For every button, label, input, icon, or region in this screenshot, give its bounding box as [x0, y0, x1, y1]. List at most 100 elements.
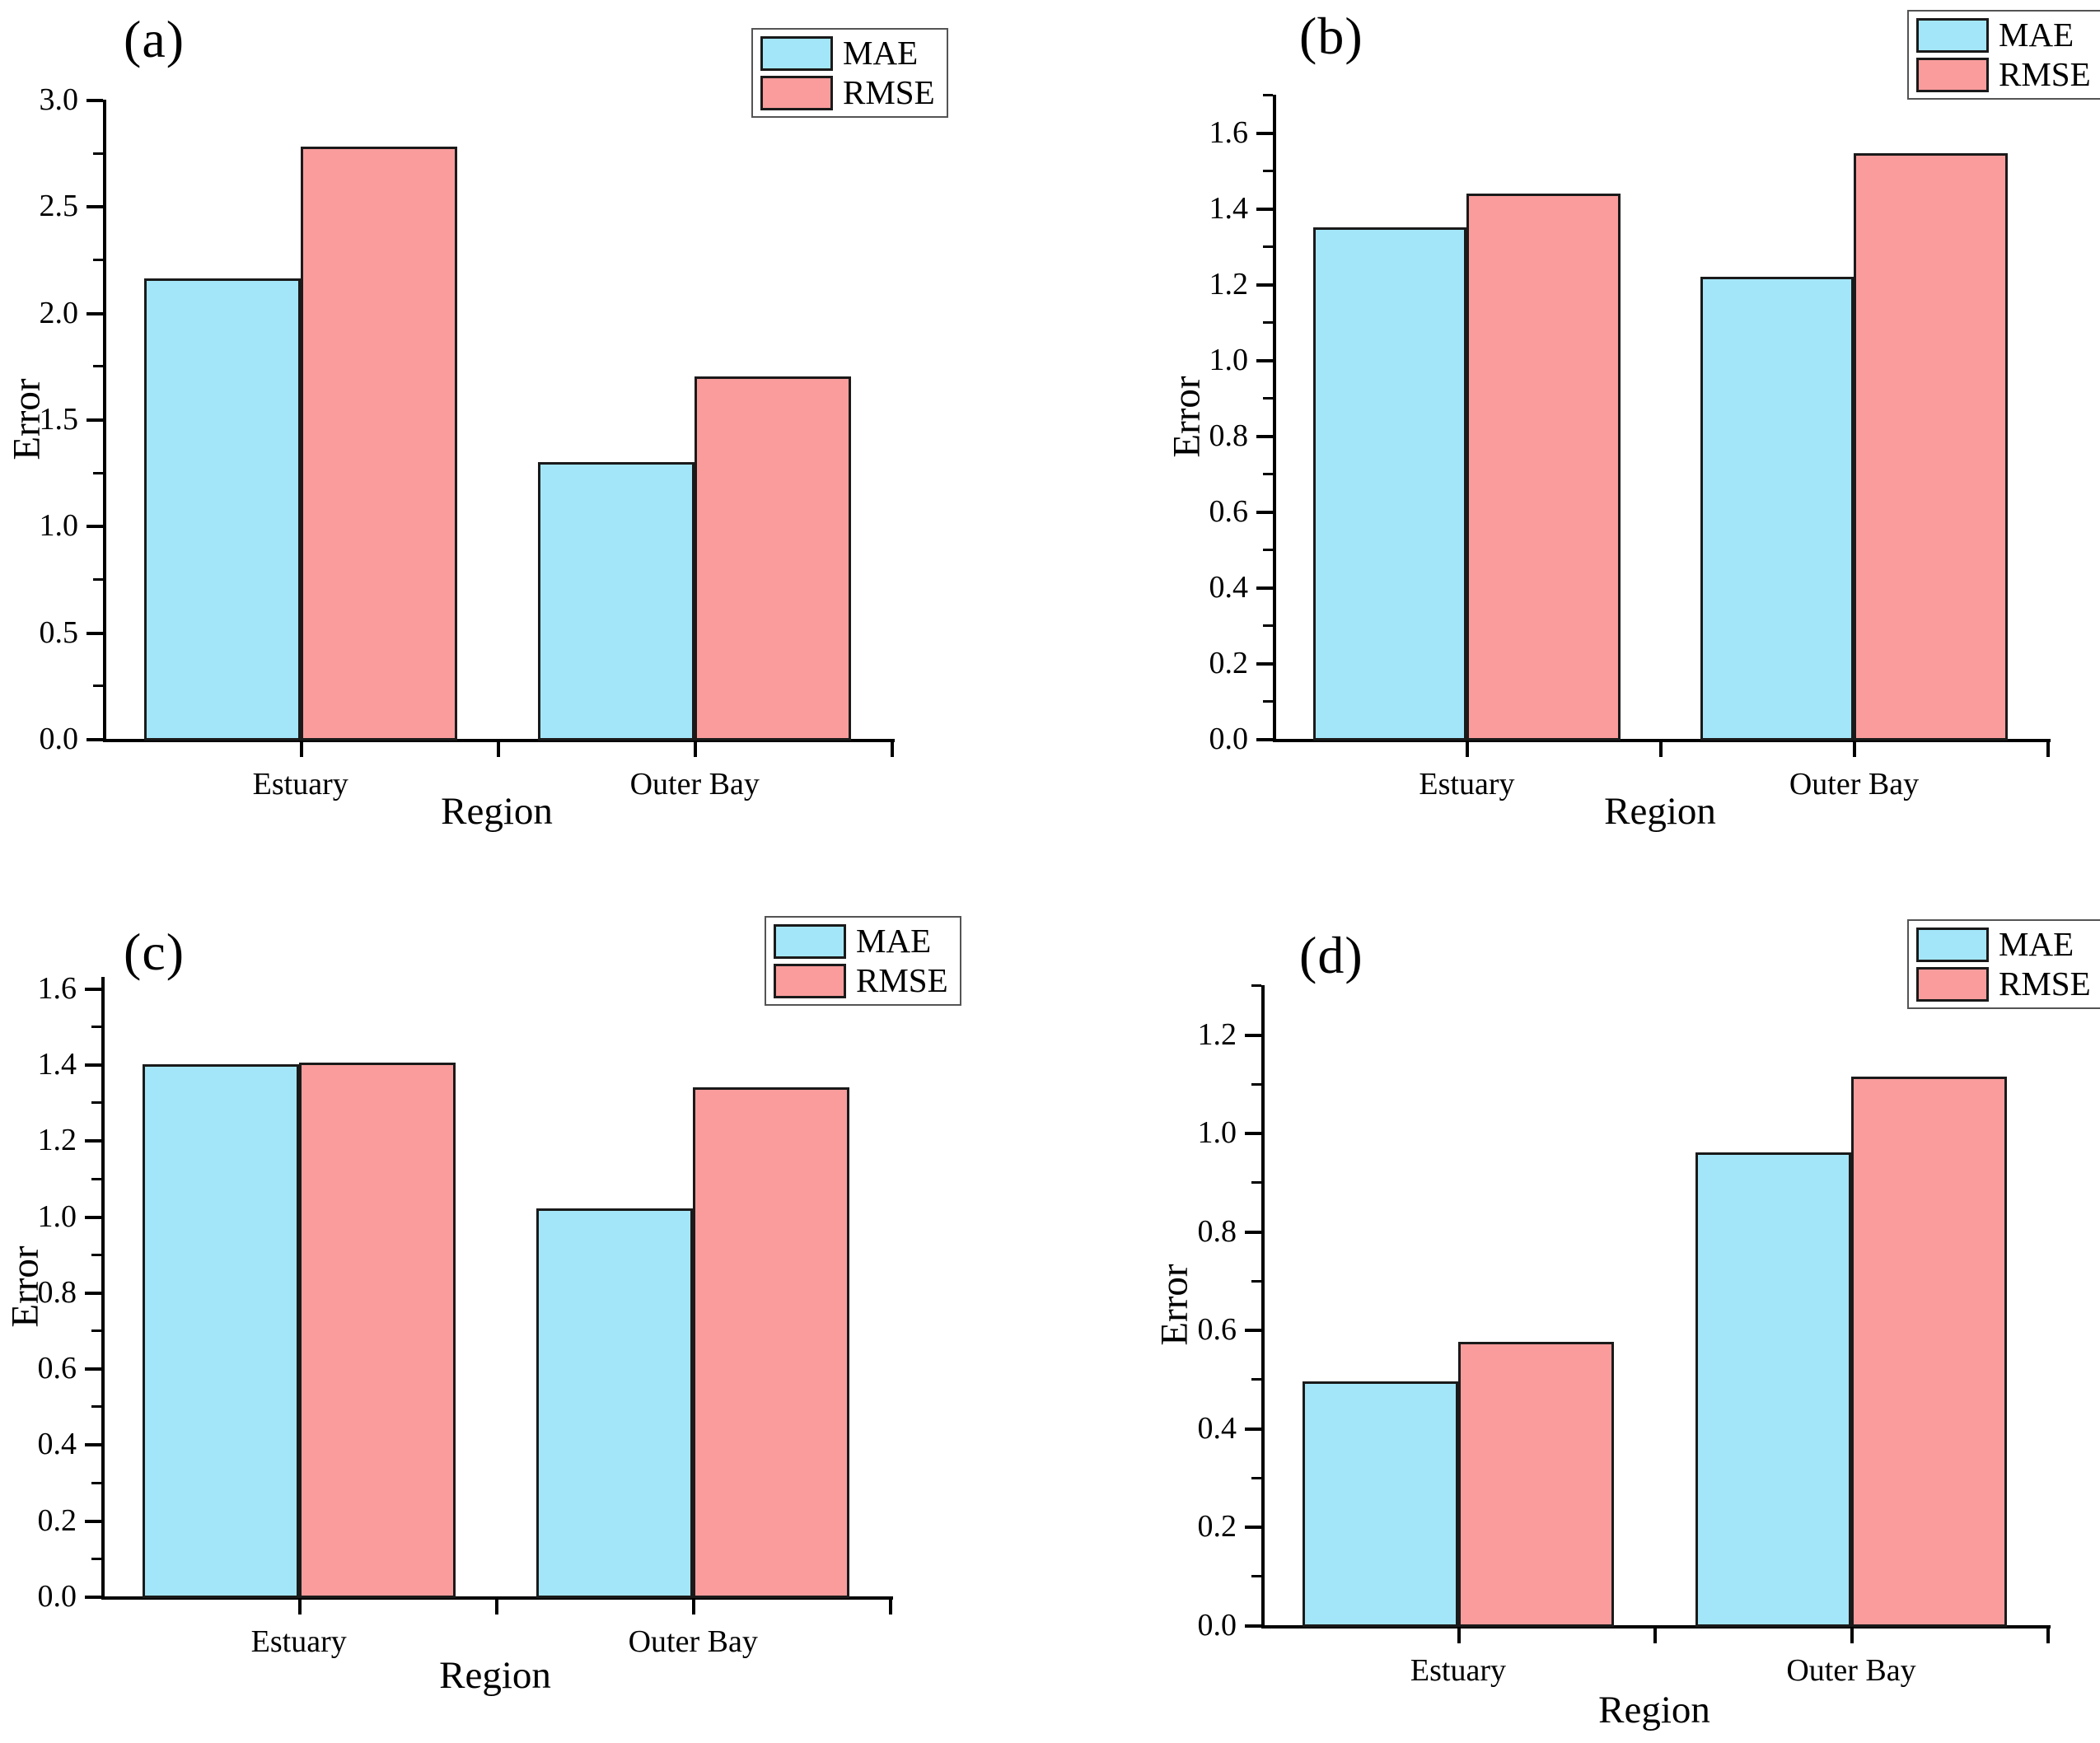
y-minor-tick: [1251, 1279, 1261, 1283]
y-minor-tick: [91, 1405, 101, 1409]
y-minor-tick: [1263, 700, 1273, 703]
y-minor-tick: [1251, 1476, 1261, 1479]
y-tick-label: 0.5: [39, 614, 79, 650]
plot-area-d: 0.0 0.2 0.4 0.6 0.8 1.0 1.2 Estuary Outer Bay: [1050, 872, 2100, 1743]
y-tick-label: 0.8: [1209, 418, 1249, 453]
bar-mae-outer-bay: [536, 1208, 694, 1598]
legend-row-mae: MAE: [760, 35, 935, 71]
y-major-tick: [85, 1215, 101, 1219]
x-axis-line: [1273, 739, 2051, 742]
bar-mae-outer-bay: [1700, 276, 1854, 741]
y-minor-tick: [91, 1253, 101, 1256]
legend-rmse-swatch: [1916, 57, 1989, 92]
y-minor-tick: [93, 685, 103, 688]
y-tick-label: 1.0: [1197, 1115, 1237, 1151]
y-tick-label: 0.4: [1209, 570, 1249, 605]
y-major-tick: [1256, 359, 1273, 362]
y-tick-label: 0.6: [37, 1351, 77, 1386]
panel-letter-b: (b): [1299, 7, 1363, 65]
panel-letter-a: (a): [124, 10, 185, 68]
x-axis-line: [103, 739, 895, 742]
legend: MAE RMSE: [1907, 10, 2100, 100]
y-minor-tick: [1263, 170, 1273, 172]
y-tick-label: 1.6: [37, 970, 77, 1006]
legend: MAE RMSE: [1907, 919, 2100, 1010]
legend-row-mae: MAE: [1916, 926, 2091, 962]
bar-rmse-outer-bay: [1854, 153, 2009, 741]
y-tick-label: 1.2: [1197, 1016, 1237, 1052]
legend-row-mae: MAE: [1916, 16, 2091, 53]
panel-letter-d: (d): [1299, 926, 1363, 984]
y-major-tick: [1245, 1230, 1261, 1234]
y-major-tick: [1256, 283, 1273, 287]
y-major-tick: [1256, 511, 1273, 514]
y-tick-label: 0.6: [1209, 494, 1249, 529]
bar-mae-outer-bay: [1695, 1152, 1851, 1627]
legend-rmse-label: RMSE: [856, 961, 948, 1000]
y-tick-label: 1.5: [39, 402, 79, 437]
plot-area-a: 0.0 0.5 1.0 1.5 2.0 2.5 3.0 Estuary Outer Bay: [0, 0, 1050, 872]
y-minor-tick: [91, 1557, 101, 1560]
bar-rmse-estuary: [1457, 1342, 1615, 1627]
x-category-label: Outer Bay: [629, 767, 760, 801]
legend-row-rmse: RMSE: [1916, 55, 2091, 94]
y-major-tick: [87, 631, 103, 635]
panel-letter-c: (c): [124, 923, 185, 981]
chart-panel-c: (c) 0.0 0.2 0.4 0.6 0.8 1.0 1.2 1.4 1.6 Estuary Ou…: [0, 872, 1050, 1743]
y-tick-label: 1.4: [1209, 191, 1249, 226]
y-major-tick: [1256, 586, 1273, 590]
x-tick: [891, 742, 894, 757]
bar-mae-outer-bay: [538, 461, 695, 741]
bar-rmse-estuary: [300, 146, 457, 741]
x-tick: [1457, 1629, 1461, 1643]
legend-rmse-label: RMSE: [1999, 55, 2091, 94]
y-axis-title: Error: [3, 1245, 47, 1328]
x-tick: [694, 742, 698, 757]
legend-row-mae: MAE: [774, 923, 948, 959]
y-major-tick: [85, 1596, 101, 1599]
legend-mae-label: MAE: [843, 34, 919, 72]
y-major-tick: [87, 525, 103, 529]
y-axis-line: [103, 100, 106, 742]
y-major-tick: [1256, 435, 1273, 438]
y-axis-title: Error: [5, 378, 49, 460]
x-tick: [1659, 742, 1663, 757]
legend-rmse-swatch: [774, 963, 846, 998]
y-minor-tick: [91, 1329, 101, 1333]
legend-row-rmse: RMSE: [760, 74, 935, 110]
x-category-label: Estuary: [252, 767, 348, 801]
legend-mae-swatch: [1916, 927, 1989, 962]
y-minor-tick: [91, 1481, 101, 1484]
plot-area-b: 0.0 0.2 0.4 0.6 0.8 1.0 1.2 1.4 1.6 Estuary Outer …: [1050, 0, 2100, 872]
y-minor-tick: [1251, 1575, 1261, 1578]
legend-mae-swatch: [1916, 17, 1989, 53]
x-axis-line: [1261, 1625, 2051, 1629]
x-axis-title: Region: [1604, 790, 1716, 833]
y-major-tick: [85, 1063, 101, 1068]
legend-rmse-label: RMSE: [1999, 965, 2091, 1003]
y-tick-label: 0.0: [39, 722, 79, 756]
y-tick-label: 0.2: [37, 1502, 77, 1538]
x-tick: [299, 742, 303, 757]
bar-rmse-estuary: [298, 1062, 456, 1598]
y-major-tick: [85, 1443, 101, 1447]
bar-rmse-outer-bay: [1850, 1076, 2008, 1627]
bar-rmse-outer-bay: [693, 1086, 850, 1598]
bar-rmse-outer-bay: [695, 376, 852, 741]
y-minor-tick: [1263, 94, 1273, 96]
y-axis-line: [1261, 985, 1265, 1629]
y-minor-tick: [1263, 397, 1273, 400]
y-major-tick: [85, 1519, 101, 1523]
y-major-tick: [85, 1139, 101, 1143]
x-axis-line: [101, 1596, 893, 1600]
y-minor-tick: [1251, 984, 1261, 987]
y-tick-label: 1.4: [37, 1047, 77, 1082]
y-axis-title: Error: [1153, 1264, 1196, 1346]
y-tick-label: 0.0: [1209, 722, 1249, 756]
y-minor-tick: [1263, 245, 1273, 248]
y-minor-tick: [91, 1025, 101, 1028]
x-tick: [297, 1600, 302, 1614]
legend-mae-swatch: [774, 923, 846, 959]
legend: MAE RMSE: [751, 28, 948, 119]
